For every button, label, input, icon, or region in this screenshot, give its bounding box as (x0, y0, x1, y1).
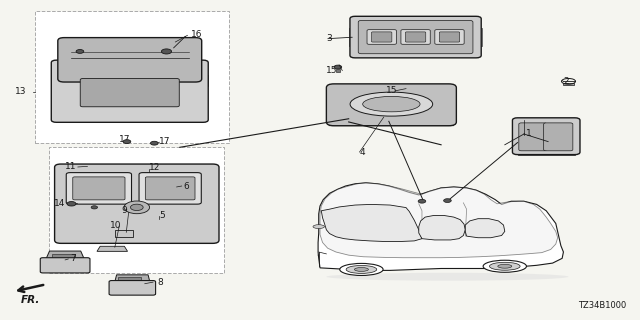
Polygon shape (320, 183, 557, 258)
FancyBboxPatch shape (439, 32, 460, 42)
Circle shape (161, 49, 172, 54)
Bar (563, 83, 573, 84)
FancyBboxPatch shape (51, 60, 208, 122)
Bar (35, 11, 229, 142)
Ellipse shape (483, 260, 527, 272)
Text: 16: 16 (191, 30, 203, 39)
Circle shape (91, 206, 97, 209)
FancyBboxPatch shape (139, 172, 202, 204)
Bar (118, 277, 141, 281)
Ellipse shape (326, 273, 568, 281)
Text: 3: 3 (326, 34, 332, 43)
FancyBboxPatch shape (367, 30, 396, 44)
Bar (349, 28, 357, 46)
Bar (200, 94, 207, 106)
Circle shape (444, 199, 451, 203)
Bar (518, 151, 575, 155)
Text: 10: 10 (109, 221, 121, 230)
Bar (401, 22, 430, 27)
Bar (474, 28, 482, 46)
FancyBboxPatch shape (58, 38, 202, 82)
Ellipse shape (346, 266, 377, 273)
FancyBboxPatch shape (145, 177, 195, 200)
Circle shape (123, 140, 131, 143)
FancyBboxPatch shape (67, 172, 132, 204)
Ellipse shape (363, 96, 420, 112)
Bar (70, 205, 74, 209)
Polygon shape (115, 275, 150, 282)
FancyBboxPatch shape (435, 30, 464, 44)
Circle shape (76, 50, 84, 53)
Text: TZ34B1000: TZ34B1000 (578, 301, 626, 310)
Text: FR.: FR. (21, 295, 40, 306)
Circle shape (124, 201, 150, 214)
Text: 11: 11 (65, 163, 77, 172)
FancyBboxPatch shape (405, 32, 426, 42)
FancyBboxPatch shape (109, 281, 156, 295)
Bar (115, 230, 132, 237)
FancyBboxPatch shape (54, 164, 219, 243)
Circle shape (334, 65, 342, 69)
Text: 9: 9 (121, 206, 127, 215)
FancyBboxPatch shape (40, 258, 90, 273)
FancyBboxPatch shape (326, 84, 456, 126)
Ellipse shape (498, 264, 512, 268)
Polygon shape (321, 204, 422, 242)
FancyBboxPatch shape (513, 118, 580, 155)
FancyBboxPatch shape (358, 20, 473, 54)
Text: 5: 5 (159, 211, 165, 220)
Text: 14: 14 (54, 199, 65, 208)
Bar (49, 147, 225, 273)
Ellipse shape (350, 92, 433, 116)
Text: 1: 1 (526, 130, 532, 139)
Ellipse shape (490, 262, 520, 270)
Circle shape (418, 199, 426, 203)
Polygon shape (97, 246, 127, 252)
Bar (51, 75, 59, 85)
Circle shape (67, 202, 76, 206)
Circle shape (131, 204, 143, 211)
Polygon shape (465, 219, 505, 238)
Text: 2: 2 (563, 77, 569, 86)
Ellipse shape (355, 268, 369, 271)
Ellipse shape (340, 263, 383, 276)
Circle shape (150, 141, 158, 145)
FancyBboxPatch shape (371, 32, 392, 42)
Bar (116, 90, 144, 98)
Bar (52, 253, 75, 258)
Polygon shape (46, 251, 84, 259)
FancyBboxPatch shape (519, 123, 547, 151)
Ellipse shape (313, 225, 324, 228)
Bar (200, 110, 207, 117)
Text: 17: 17 (159, 137, 171, 146)
Text: 6: 6 (183, 181, 189, 190)
FancyBboxPatch shape (543, 123, 573, 151)
Text: 15: 15 (387, 86, 398, 95)
FancyBboxPatch shape (73, 177, 125, 200)
Text: 13: 13 (15, 87, 27, 96)
Polygon shape (419, 215, 465, 240)
Text: 4: 4 (360, 148, 365, 156)
FancyBboxPatch shape (350, 16, 481, 58)
Text: 15: 15 (326, 66, 338, 75)
Text: 7: 7 (70, 254, 76, 263)
Polygon shape (329, 122, 454, 126)
Circle shape (399, 86, 406, 90)
FancyBboxPatch shape (80, 78, 179, 107)
Bar (336, 69, 340, 72)
Bar (200, 75, 208, 85)
FancyBboxPatch shape (401, 30, 430, 44)
Polygon shape (318, 183, 563, 270)
Bar (401, 90, 404, 93)
Text: 17: 17 (119, 135, 131, 144)
Text: 12: 12 (149, 164, 161, 172)
Text: 8: 8 (157, 278, 163, 287)
